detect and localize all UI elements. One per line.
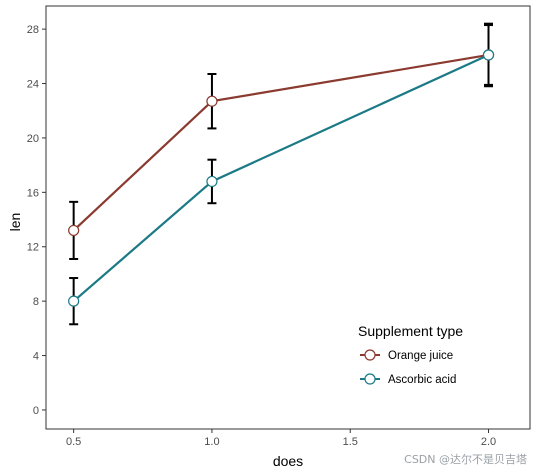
data-point-orange-juice (68, 224, 80, 237)
y-tick-label: 24 (27, 79, 39, 91)
data-point-ascorbic-acid (482, 49, 495, 61)
y-tick-label: 0 (33, 405, 39, 417)
series-layer (68, 22, 495, 326)
legend: Supplement type Orange juice Ascorbic aci… (358, 323, 463, 386)
x-tick-label: 1.0 (204, 436, 219, 448)
x-tick-label: 0.5 (66, 436, 81, 448)
x-tick-label: 2.0 (481, 436, 496, 448)
data-point-ascorbic-acid (68, 295, 80, 307)
legend-key-point-orange-juice (364, 349, 376, 361)
legend-label-orange-juice: Orange juice (388, 350, 453, 362)
y-axis-title: len (7, 213, 23, 232)
data-point-ascorbic-acid (206, 175, 218, 188)
y-tick-label: 12 (27, 242, 39, 254)
data-point-orange-juice (206, 95, 218, 107)
y-tick-label: 4 (33, 351, 39, 363)
y-tick-label: 16 (27, 187, 39, 199)
y-tick-label: 20 (27, 133, 39, 145)
plot-panel (45, 5, 531, 430)
legend-label-ascorbic-acid: Ascorbic acid (388, 374, 456, 386)
y-tick-label: 28 (27, 24, 39, 36)
legend-key-point-ascorbic-acid (364, 373, 376, 385)
watermark: CSDN @达尔不是贝吉塔 (404, 453, 527, 466)
x-axis: 0.5 1.0 1.5 2.0 (66, 429, 496, 448)
legend-title: Supplement type (358, 323, 463, 339)
legend-items: Orange juice Ascorbic acid (360, 349, 456, 386)
x-tick-label: 1.5 (343, 436, 358, 448)
y-axis: 0 4 8 12 16 20 24 28 (27, 24, 46, 417)
x-axis-title: does (273, 453, 303, 469)
y-tick-label: 8 (33, 296, 39, 308)
